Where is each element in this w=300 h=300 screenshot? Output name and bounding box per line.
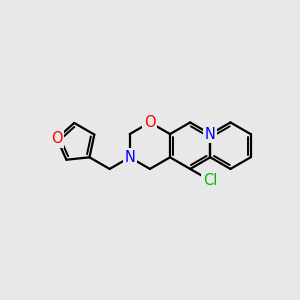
Text: Cl: Cl: [203, 173, 218, 188]
Text: N: N: [124, 150, 135, 165]
Text: N: N: [205, 127, 216, 142]
Text: O: O: [51, 131, 63, 146]
Text: O: O: [144, 115, 156, 130]
